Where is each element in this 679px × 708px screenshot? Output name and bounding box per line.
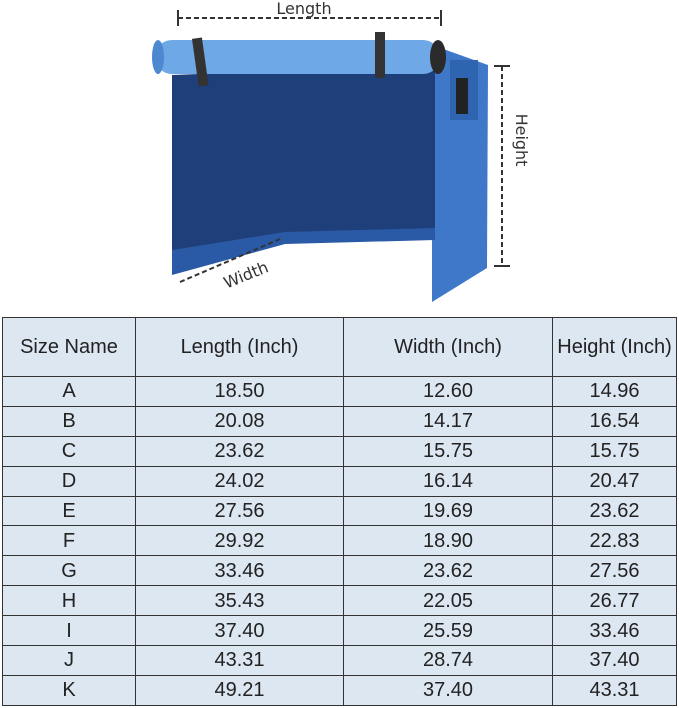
header-size-name: Size Name (2, 317, 136, 377)
cell-size-name: K (2, 674, 136, 706)
front-hem (172, 228, 435, 275)
cell-size-name: H (2, 585, 136, 617)
cell-height: 33.46 (552, 615, 677, 647)
length-dimension (177, 10, 442, 26)
width-label: Width (221, 257, 271, 292)
table-row: K 49.21 37.40 43.31 (2, 674, 677, 706)
table-row: C 23.62 15.75 15.75 (2, 435, 677, 467)
table-row: G 33.46 23.62 27.56 (2, 555, 677, 587)
cell-height: 37.40 (552, 645, 677, 676)
cell-length: 33.46 (135, 555, 344, 587)
cell-size-name: E (2, 495, 136, 527)
product-diagram: Length Height Width (152, 0, 531, 302)
table-row: H 35.43 22.05 26.77 (2, 585, 677, 617)
cell-width: 25.59 (343, 615, 553, 647)
table-header-row: Size Name Length (Inch) Width (Inch) Hei… (2, 317, 677, 377)
header-width: Width (Inch) (343, 317, 553, 377)
cell-height: 14.96 (552, 376, 677, 407)
cell-length: 23.62 (135, 435, 344, 467)
mesh-vent (456, 78, 468, 114)
cell-length: 49.21 (135, 674, 344, 706)
cell-width: 37.40 (343, 674, 553, 706)
table-row: D 24.02 16.14 20.47 (2, 465, 677, 497)
cell-size-name: A (2, 376, 136, 407)
front-panel (172, 65, 435, 270)
width-dimension (179, 238, 281, 283)
cell-length: 18.50 (135, 376, 344, 407)
cell-size-name: I (2, 615, 136, 647)
table-row: E 27.56 19.69 23.62 (2, 495, 677, 527)
cell-height: 22.83 (552, 525, 677, 557)
cell-size-name: D (2, 465, 136, 497)
cell-size-name: G (2, 555, 136, 587)
header-length: Length (Inch) (135, 317, 344, 377)
cell-height: 16.54 (552, 405, 677, 437)
size-chart-table: Size Name Length (Inch) Width (Inch) Hei… (2, 317, 677, 706)
cell-length: 29.92 (135, 525, 344, 557)
cell-width: 28.74 (343, 645, 553, 676)
cell-length: 37.40 (135, 615, 344, 647)
cell-height: 26.77 (552, 585, 677, 617)
table-row: F 29.92 18.90 22.83 (2, 525, 677, 557)
cell-width: 12.60 (343, 376, 553, 407)
cell-size-name: F (2, 525, 136, 557)
height-label: Height (512, 114, 531, 167)
cell-size-name: J (2, 645, 136, 676)
cell-height: 15.75 (552, 435, 677, 467)
cell-length: 43.31 (135, 645, 344, 676)
header-height: Height (Inch) (552, 317, 677, 377)
cell-height: 20.47 (552, 465, 677, 497)
table-row: B 20.08 14.17 16.54 (2, 405, 677, 437)
cell-height: 27.56 (552, 555, 677, 587)
cell-width: 23.62 (343, 555, 553, 587)
cell-width: 22.05 (343, 585, 553, 617)
table-row: I 37.40 25.59 33.46 (2, 615, 677, 647)
cell-width: 14.17 (343, 405, 553, 437)
cell-length: 24.02 (135, 465, 344, 497)
table-row: J 43.31 28.74 37.40 (2, 645, 677, 676)
cell-height: 43.31 (552, 674, 677, 706)
rolled-top (152, 32, 446, 87)
cell-length: 27.56 (135, 495, 344, 527)
cell-width: 16.14 (343, 465, 553, 497)
cell-size-name: C (2, 435, 136, 467)
height-dimension (494, 65, 510, 267)
cell-size-name: B (2, 405, 136, 437)
cell-length: 20.08 (135, 405, 344, 437)
cell-width: 18.90 (343, 525, 553, 557)
cell-width: 19.69 (343, 495, 553, 527)
cell-width: 15.75 (343, 435, 553, 467)
cell-length: 35.43 (135, 585, 344, 617)
length-label: Length (276, 0, 331, 18)
cell-height: 23.62 (552, 495, 677, 527)
table-row: A 18.50 12.60 14.96 (2, 376, 677, 407)
